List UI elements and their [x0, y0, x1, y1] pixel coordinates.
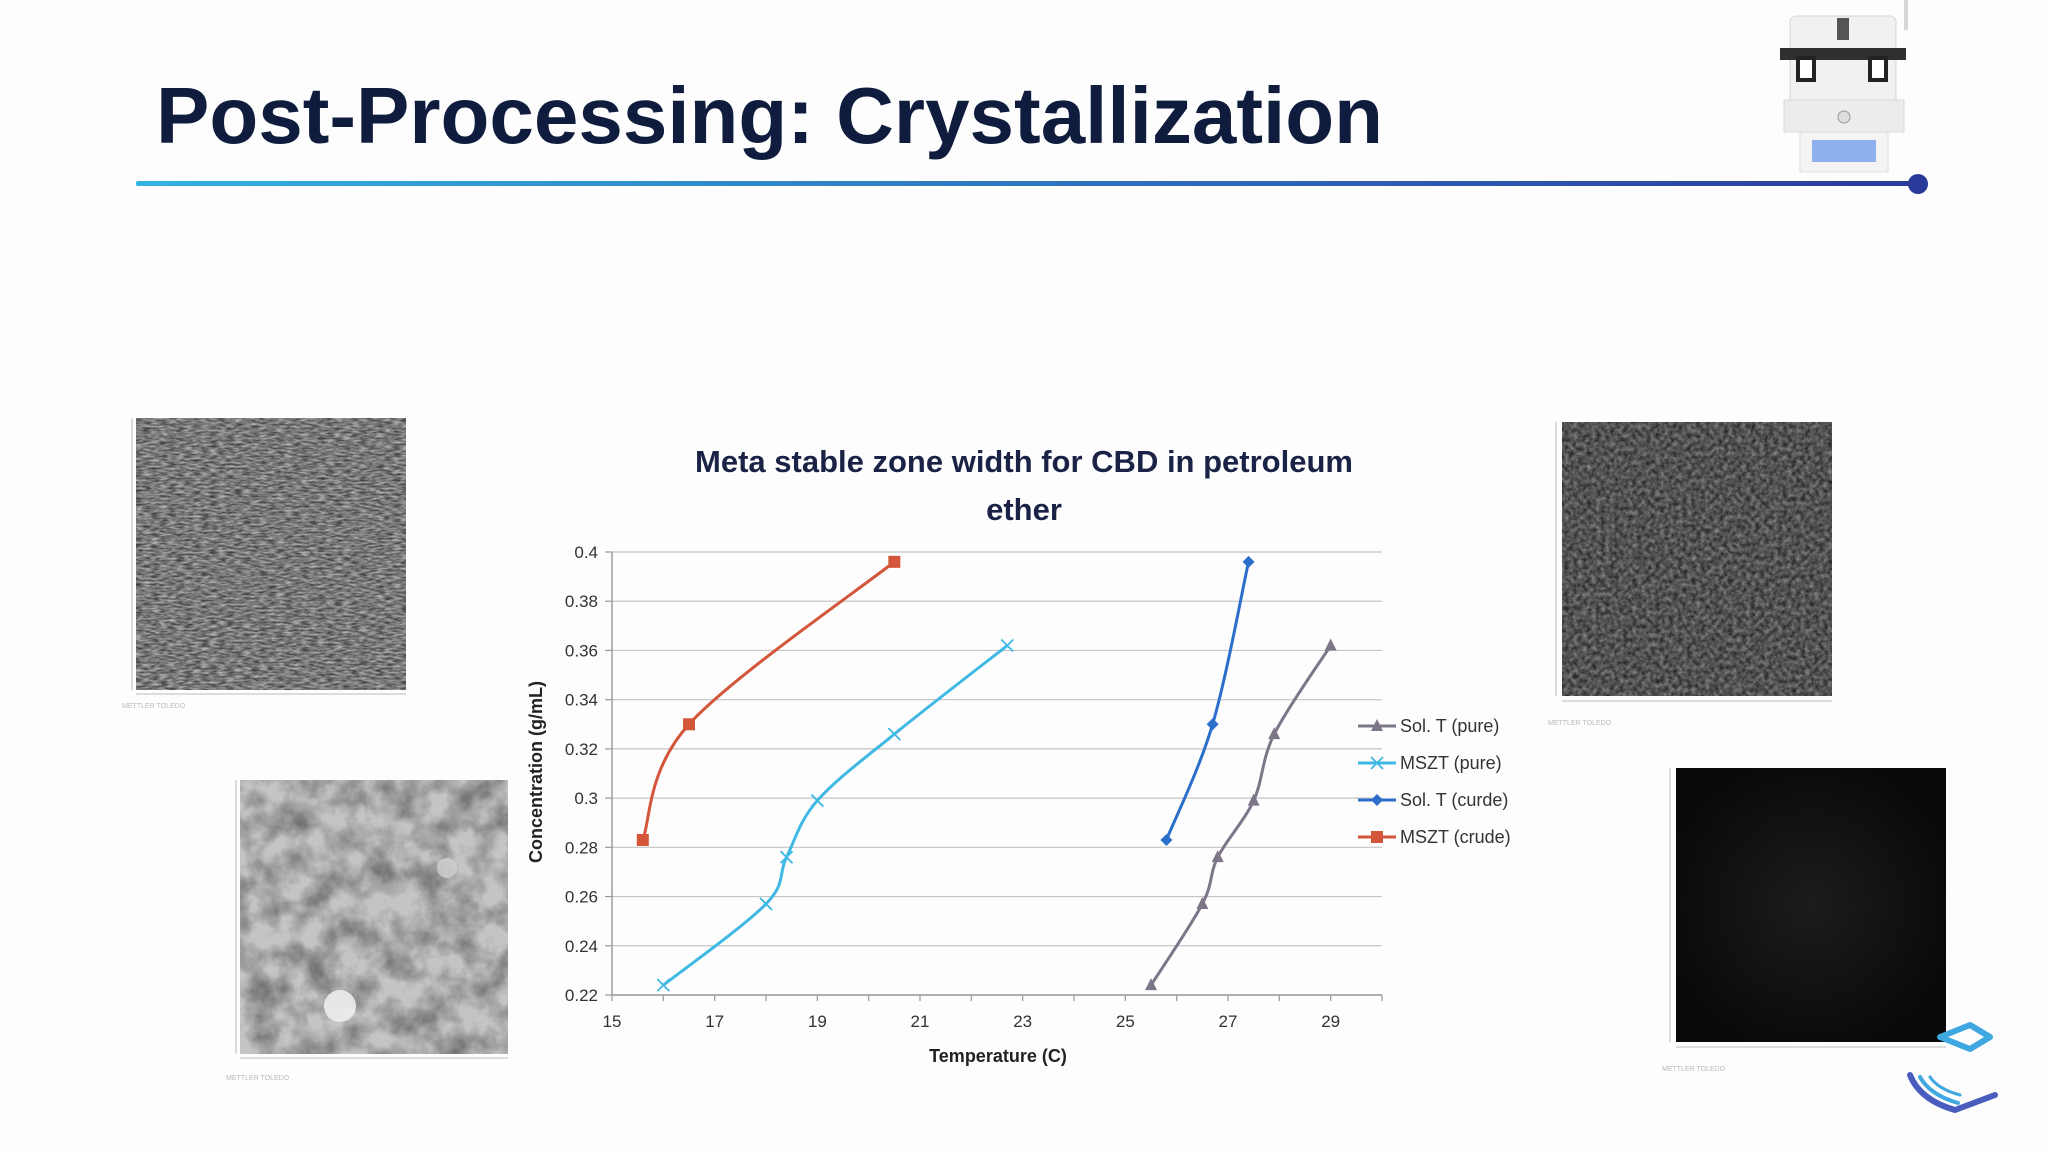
y-tick-label: 0.4: [574, 543, 598, 562]
data-point-sol-t-pure: [1196, 896, 1209, 909]
y-tick-label: 0.26: [565, 888, 598, 907]
y-tick-label: 0.34: [565, 691, 598, 710]
chart-title-line-2: ether: [986, 492, 1062, 527]
company-logo-mark: [1907, 1022, 1998, 1114]
y-tick-label: 0.3: [574, 789, 598, 808]
x-tick-label: 19: [808, 1012, 827, 1031]
data-point-mszt-crude: [888, 555, 901, 568]
y-tick-label: 0.32: [565, 740, 598, 759]
legend-marker-mszt-pure: [1370, 756, 1384, 770]
data-point-sol-t-pure: [1145, 978, 1157, 991]
x-tick-label: 15: [603, 1012, 622, 1031]
series-line-mszt-crude: [641, 560, 896, 841]
mszw-line-chart: Meta stable zone width for CBD in petrol…: [526, 444, 1511, 1066]
x-tick-label: 25: [1116, 1012, 1135, 1031]
data-point-sol-t-curde: [1160, 833, 1173, 846]
microscopy-image-crude-clusters: METTLER TOLEDO: [222, 778, 522, 1098]
microscopy-image-pure-needles: METTLER TOLEDO: [118, 418, 418, 718]
x-tick-label: 27: [1219, 1012, 1238, 1031]
x-tick-label: 23: [1013, 1012, 1032, 1031]
microscopy-image-dark-blank: METTLER TOLEDO: [1656, 766, 1956, 1076]
data-point-sol-t-curde: [1206, 718, 1219, 731]
data-point-mszt-pure: [810, 793, 824, 808]
data-point-mszt-pure: [779, 850, 794, 864]
x-axis-label: Temperature (C): [929, 1046, 1067, 1066]
lab-instrument-icon: [1780, 0, 1908, 173]
data-point-mszt-pure: [887, 727, 901, 741]
data-point-sol-t-pure: [1324, 638, 1337, 651]
microscopy-image-dark-texture: METTLER TOLEDO: [1542, 420, 1842, 730]
y-tick-label: 0.36: [565, 641, 598, 660]
photo-caption: METTLER TOLEDO: [1548, 720, 1612, 727]
data-point-sol-t-pure: [1268, 727, 1281, 740]
x-tick-label: 29: [1321, 1012, 1340, 1031]
rule-end-dot: [1908, 174, 1928, 194]
y-axis-label: Concentration (g/mL): [526, 681, 546, 863]
photo-caption: METTLER TOLEDO: [226, 1075, 290, 1082]
legend-marker-mszt-crude: [1371, 831, 1383, 843]
data-point-mszt-pure: [656, 978, 670, 992]
slide-title: Post-Processing: Crystallization: [156, 71, 1383, 160]
data-point-mszt-pure: [1000, 638, 1014, 653]
chart-title-line-1: Meta stable zone width for CBD in petrol…: [695, 444, 1353, 479]
legend-label-sol-t-pure: Sol. T (pure): [1400, 716, 1499, 736]
y-tick-label: 0.22: [565, 986, 598, 1005]
series-line-sol-t-pure: [1149, 644, 1332, 986]
y-tick-label: 0.24: [565, 937, 598, 956]
y-tick-label: 0.28: [565, 838, 598, 857]
title-underline: [136, 174, 1928, 194]
data-point-mszt-crude: [636, 833, 649, 846]
series-line-mszt-pure: [662, 644, 1009, 987]
legend-marker-sol-t-curde: [1371, 794, 1383, 806]
x-tick-label: 17: [705, 1012, 724, 1031]
data-point-sol-t-pure: [1247, 793, 1260, 806]
legend-label-mszt-crude: MSZT (crude): [1400, 827, 1511, 847]
photo-caption: METTLER TOLEDO: [1662, 1066, 1726, 1073]
legend-label-sol-t-curde: Sol. T (curde): [1400, 790, 1508, 810]
legend-marker-sol-t-pure: [1371, 719, 1383, 731]
photo-caption: METTLER TOLEDO: [122, 703, 186, 710]
legend-label-mszt-pure: MSZT (pure): [1400, 753, 1502, 773]
data-point-sol-t-curde: [1242, 555, 1255, 568]
data-point-mszt-crude: [683, 718, 695, 731]
y-tick-label: 0.38: [565, 592, 598, 611]
x-tick-label: 21: [911, 1012, 930, 1031]
data-point-sol-t-pure: [1211, 850, 1224, 863]
data-point-mszt-pure: [759, 897, 773, 911]
